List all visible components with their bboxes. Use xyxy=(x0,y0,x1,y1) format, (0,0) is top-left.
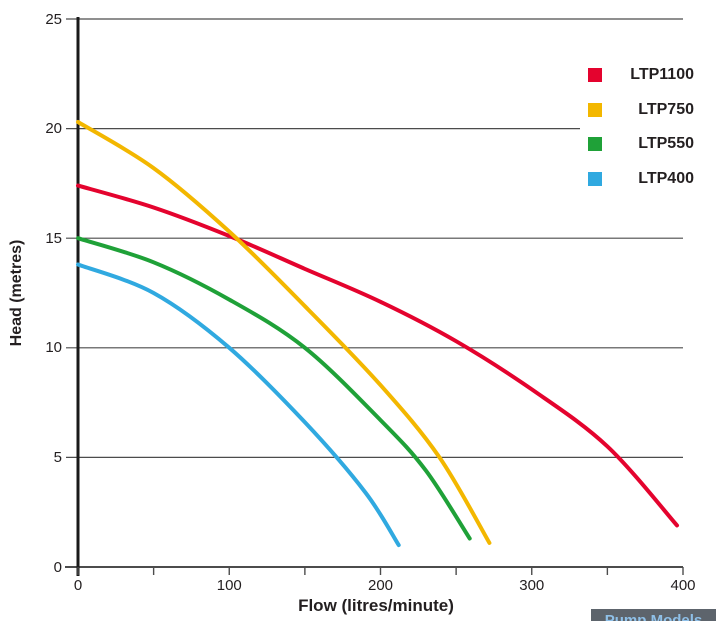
y-tick-label-0: 0 xyxy=(53,558,62,576)
legend-item-LTP400: LTP400 xyxy=(588,162,694,197)
pump-models-badge-label: Pump Models xyxy=(604,612,703,621)
legend-label-LTP550: LTP550 xyxy=(638,135,694,153)
curve-LTP1100 xyxy=(76,183,679,528)
legend-label-LTP400: LTP400 xyxy=(638,169,694,187)
y-tick-label-25: 25 xyxy=(45,10,62,28)
x-axis-title: Flow (litres/minute) xyxy=(298,596,454,615)
legend-item-LTP1100: LTP1100 xyxy=(588,58,694,93)
legend-item-LTP550: LTP550 xyxy=(588,127,694,162)
x-tick-label-100: 100 xyxy=(216,577,242,594)
pump-models-badge: Pump Models xyxy=(591,609,716,621)
legend-swatch-LTP400 xyxy=(588,171,602,186)
y-axis-title: Head (metres) xyxy=(8,239,25,347)
legend-item-LTP750: LTP750 xyxy=(588,93,694,128)
curve-LTP750 xyxy=(76,120,492,545)
legend-swatch-LTP750 xyxy=(588,102,602,117)
x-tick-label-0: 0 xyxy=(73,577,83,594)
y-tick-label-15: 15 xyxy=(45,229,62,247)
y-tick-label-20: 20 xyxy=(45,120,62,138)
x-tick-label-300: 300 xyxy=(519,577,545,594)
legend-swatch-LTP550 xyxy=(588,137,602,152)
x-tick-label-400: 400 xyxy=(670,577,696,594)
legend-swatch-LTP1100 xyxy=(588,68,602,83)
legend: LTP1100 LTP750 LTP550 LTP400 xyxy=(580,58,694,196)
x-tick-label-200: 200 xyxy=(367,577,394,594)
legend-label-LTP750: LTP750 xyxy=(638,100,694,118)
y-tick-label-5: 5 xyxy=(53,448,62,466)
curve-LTP550 xyxy=(76,236,472,541)
y-tick-label-10: 10 xyxy=(45,339,62,357)
curve-LTP400 xyxy=(76,262,401,548)
legend-label-LTP1100: LTP1100 xyxy=(630,66,694,84)
